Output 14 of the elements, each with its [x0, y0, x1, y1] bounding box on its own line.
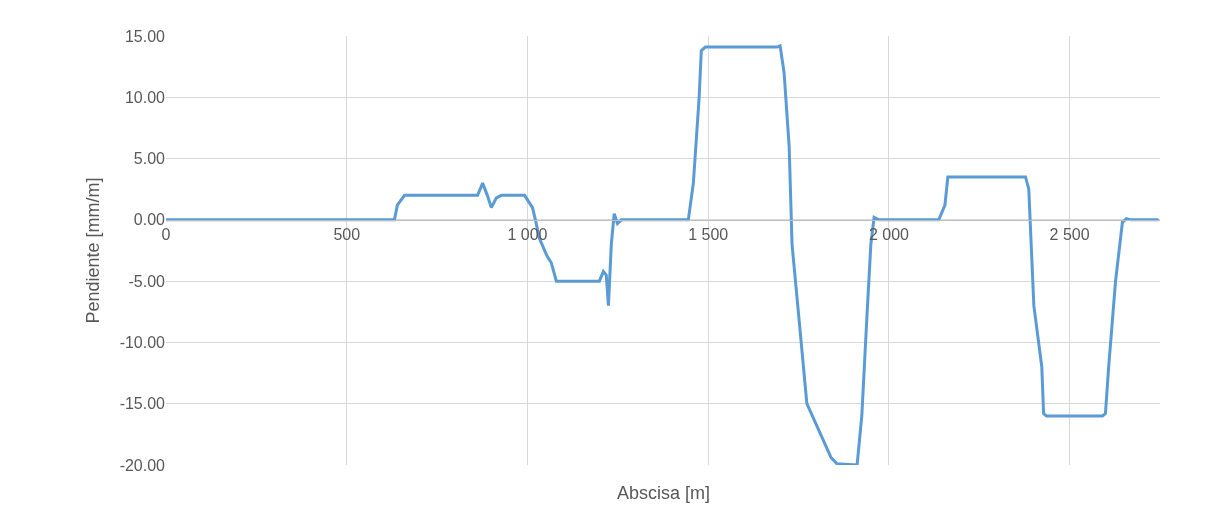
- y-tick-label: 0.00: [133, 211, 166, 229]
- y-tick-label: -15.00: [119, 395, 166, 413]
- x-tick-label: 500: [333, 226, 361, 244]
- y-tick-label: -10.00: [119, 334, 166, 352]
- y-axis-title: Pendiente [mm/m]: [82, 177, 103, 324]
- y-tick-label: -5.00: [128, 272, 166, 290]
- x-tick-label: 1 500: [688, 226, 729, 244]
- y-tick-label: 10.00: [124, 88, 166, 106]
- y-tick-label: 5.00: [133, 150, 166, 168]
- x-tick-label: 0: [161, 226, 171, 244]
- y-tick-label: 15.00: [124, 27, 166, 45]
- x-tick-label: 2 500: [1049, 226, 1090, 244]
- x-axis-title: Abscisa [m]: [617, 483, 711, 503]
- y-tick-label: -20.00: [119, 456, 166, 474]
